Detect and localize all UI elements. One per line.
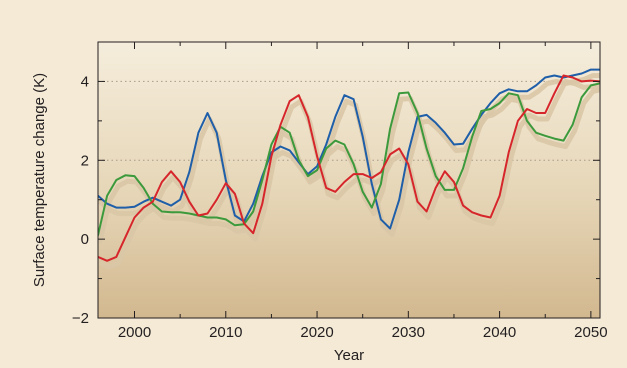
series-layer [98, 68, 600, 270]
plot-frame [97, 41, 601, 319]
y-tick-label-2: 2 [81, 152, 89, 169]
x-tick-label-2010: 2010 [209, 324, 242, 341]
axis-ticks: 2000 2010 2020 2030 2040 2050 −2 0 2 4 [72, 41, 608, 341]
x-tick-label-2000: 2000 [118, 324, 151, 341]
series-1-line [98, 68, 600, 230]
x-tick-label-2030: 2030 [392, 324, 425, 341]
x-tick-label-2040: 2040 [483, 324, 516, 341]
x-axis-label: Year [334, 347, 364, 364]
series-2-line [98, 82, 600, 237]
y-axis-label: Surface temperature change (K) [31, 73, 48, 287]
x-tick-label-2020: 2020 [300, 324, 333, 341]
series-3-line [98, 74, 600, 262]
y-tick-label--2: −2 [72, 310, 89, 327]
y-tick-label-0: 0 [81, 231, 89, 248]
plot-area [98, 42, 600, 318]
x-tick-label-2050: 2050 [574, 324, 607, 341]
y-tick-label-4: 4 [81, 73, 89, 90]
